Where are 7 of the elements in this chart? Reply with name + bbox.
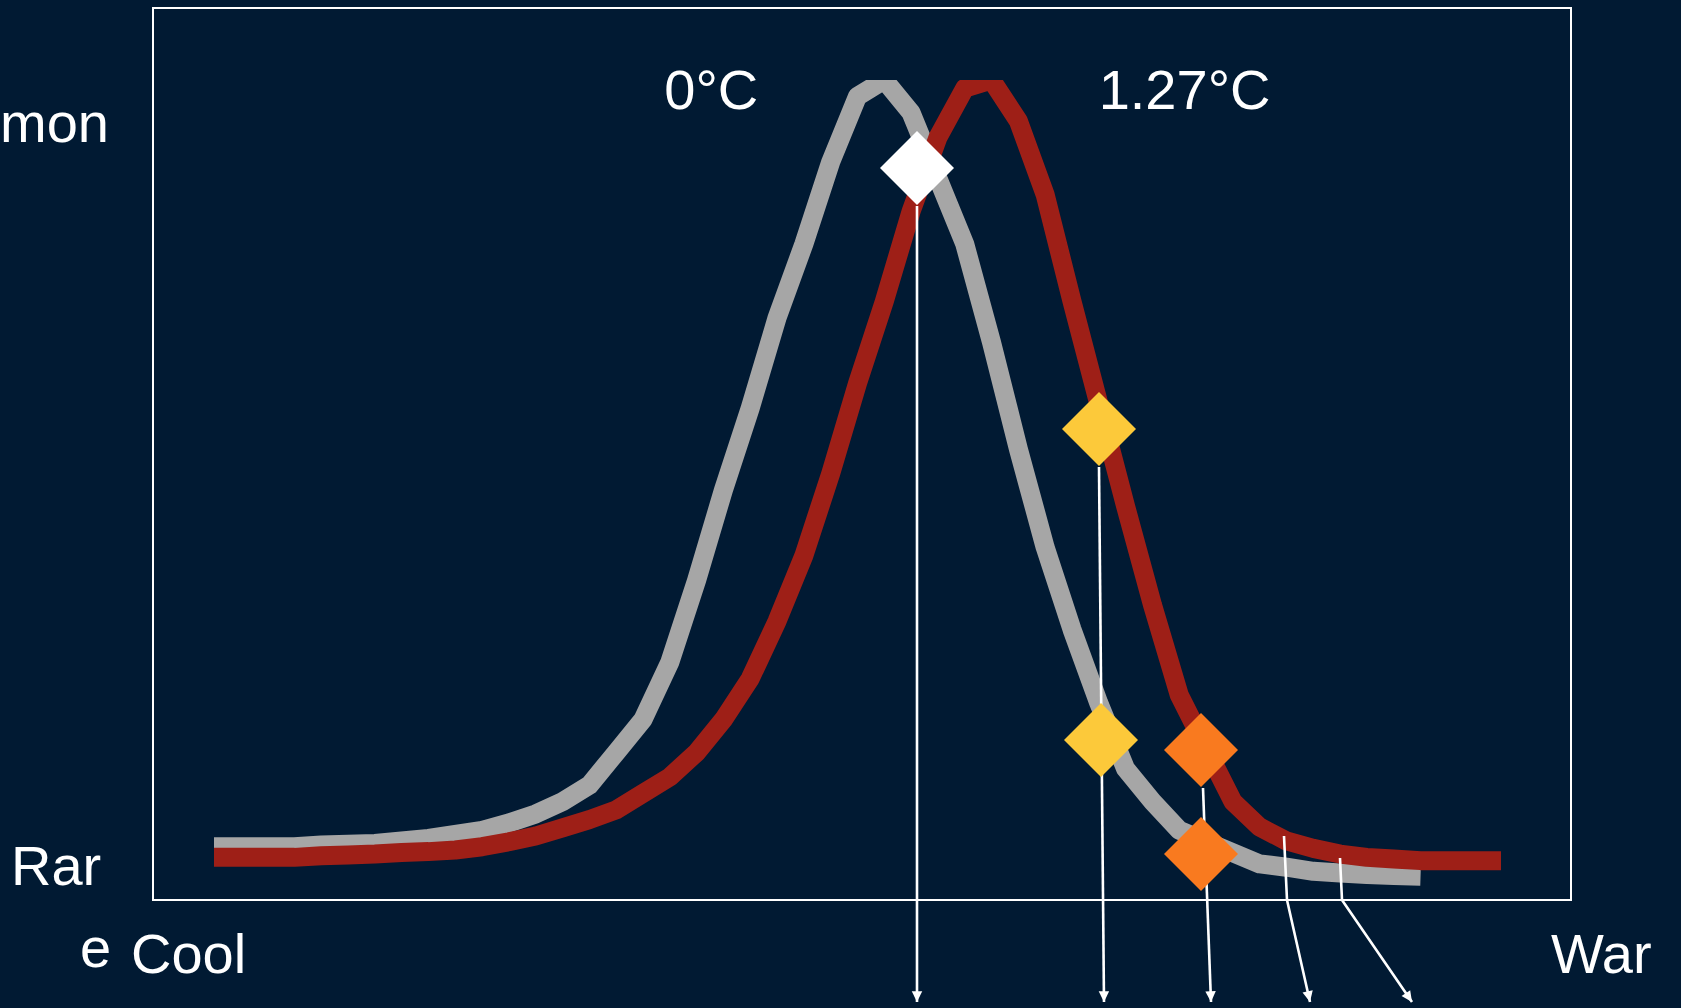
text: Rar	[11, 834, 102, 898]
text: mon	[0, 91, 109, 155]
text: Cool	[131, 922, 247, 986]
series-label: 1.27°C	[1098, 58, 1271, 122]
series-label: 0°C	[664, 58, 759, 122]
text: War	[1551, 922, 1652, 986]
text: e	[80, 916, 112, 980]
